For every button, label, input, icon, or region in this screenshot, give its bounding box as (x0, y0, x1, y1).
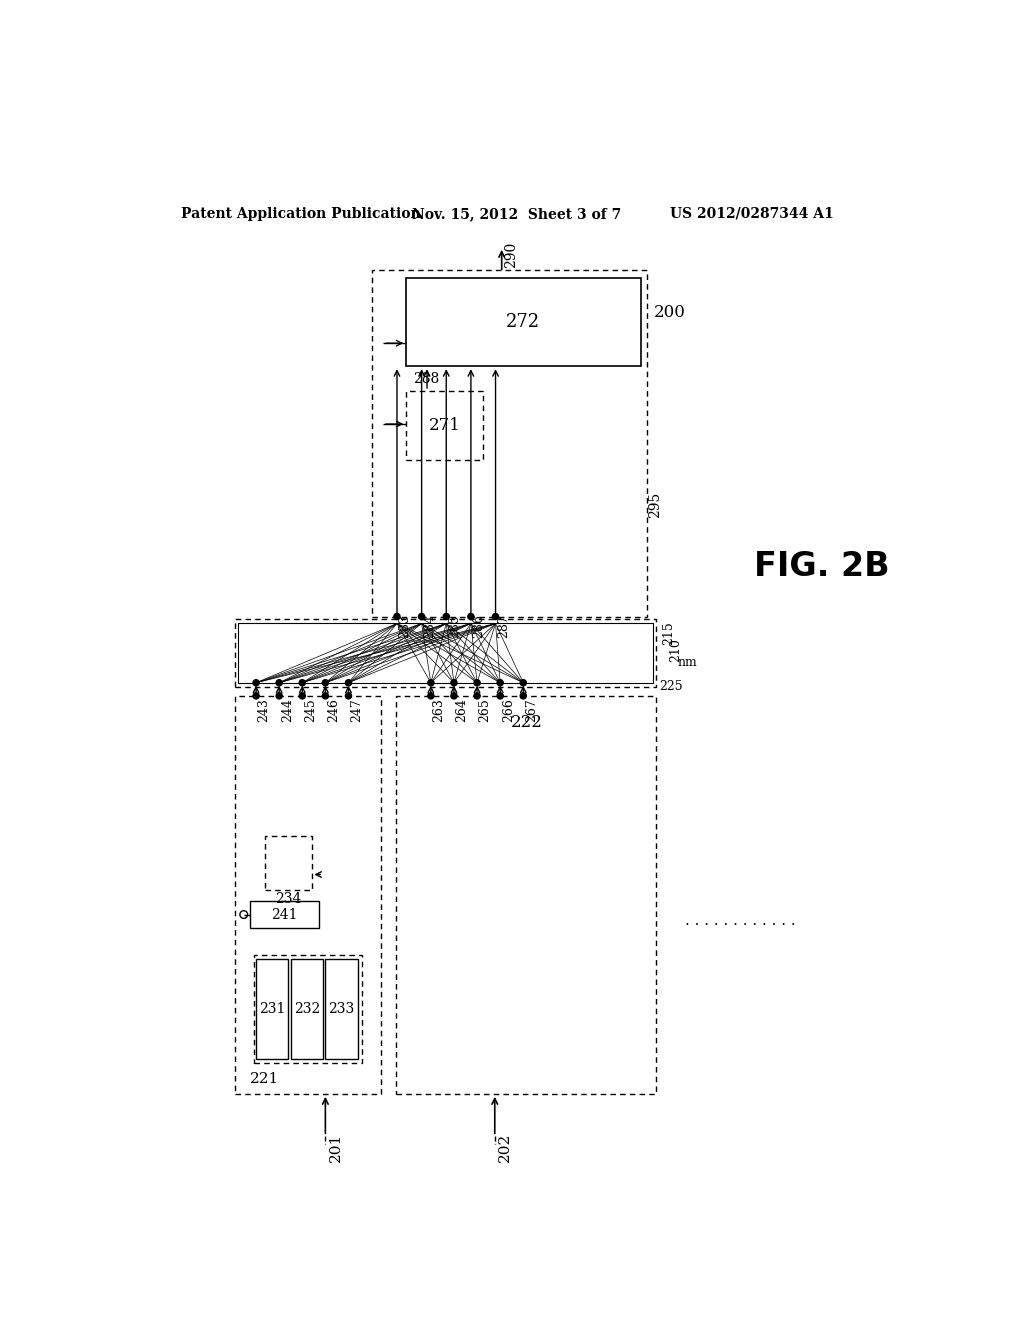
Circle shape (451, 680, 457, 686)
Text: 231: 231 (259, 1002, 286, 1016)
Text: 222: 222 (510, 714, 543, 731)
Text: 246: 246 (327, 698, 340, 722)
Circle shape (253, 693, 259, 700)
Circle shape (468, 614, 474, 619)
Bar (256, 960, 289, 1059)
Text: . . . . . . . . . . . .: . . . . . . . . . . . . (685, 913, 796, 928)
Text: 234: 234 (275, 892, 302, 906)
Circle shape (345, 680, 351, 686)
Text: 295: 295 (648, 492, 662, 517)
Circle shape (253, 680, 259, 686)
Text: 290: 290 (504, 242, 518, 268)
Circle shape (394, 614, 400, 619)
Text: 243: 243 (258, 698, 270, 722)
Circle shape (493, 614, 499, 619)
Text: 202: 202 (498, 1134, 512, 1163)
Bar (372, 271, 647, 616)
Circle shape (520, 693, 526, 700)
Bar (265, 836, 311, 890)
Bar (407, 391, 483, 461)
Circle shape (443, 614, 450, 619)
Text: 200: 200 (654, 304, 686, 321)
Circle shape (428, 693, 434, 700)
Circle shape (474, 693, 480, 700)
Circle shape (497, 693, 503, 700)
Text: 263: 263 (432, 698, 445, 722)
Text: 284: 284 (423, 614, 436, 638)
Text: 287: 287 (497, 614, 510, 638)
Text: Patent Application Publication: Patent Application Publication (180, 207, 420, 220)
Text: 288: 288 (413, 372, 439, 387)
Text: 285: 285 (447, 614, 461, 638)
Text: 210: 210 (670, 638, 683, 661)
Bar (326, 960, 357, 1059)
Bar (234, 619, 656, 686)
Circle shape (276, 693, 283, 700)
Text: US 2012/0287344 A1: US 2012/0287344 A1 (670, 207, 834, 220)
Text: 266: 266 (502, 698, 515, 722)
Text: 244: 244 (281, 698, 294, 722)
Text: 221: 221 (250, 1072, 280, 1085)
Text: 267: 267 (524, 698, 538, 722)
Text: 264: 264 (456, 698, 469, 722)
Circle shape (299, 693, 305, 700)
Circle shape (276, 680, 283, 686)
Text: 286: 286 (472, 614, 485, 638)
Circle shape (451, 693, 457, 700)
Text: FIG. 2B: FIG. 2B (755, 550, 890, 583)
Text: 232: 232 (294, 1002, 321, 1016)
Text: 247: 247 (350, 698, 364, 722)
Circle shape (497, 680, 503, 686)
Circle shape (323, 693, 329, 700)
Circle shape (323, 680, 329, 686)
Text: 233: 233 (329, 1002, 354, 1016)
Bar (239, 623, 652, 682)
Text: 271: 271 (429, 417, 461, 434)
Circle shape (345, 693, 351, 700)
Text: 245: 245 (304, 698, 316, 722)
Text: 283: 283 (398, 614, 412, 638)
Text: 215: 215 (662, 622, 675, 645)
Circle shape (419, 614, 425, 619)
Circle shape (428, 680, 434, 686)
Text: nm: nm (677, 656, 697, 669)
Text: Nov. 15, 2012  Sheet 3 of 7: Nov. 15, 2012 Sheet 3 of 7 (412, 207, 621, 220)
Text: 241: 241 (271, 908, 298, 921)
Bar (234, 696, 381, 1094)
Bar (396, 696, 656, 1094)
Circle shape (520, 680, 526, 686)
Text: 272: 272 (506, 313, 541, 330)
Bar (291, 960, 323, 1059)
Bar (407, 277, 641, 367)
Bar (250, 902, 319, 928)
Circle shape (299, 680, 305, 686)
Text: 201: 201 (329, 1134, 342, 1163)
Bar (254, 956, 361, 1063)
Text: 265: 265 (478, 698, 492, 722)
Text: 225: 225 (658, 680, 682, 693)
Circle shape (474, 680, 480, 686)
